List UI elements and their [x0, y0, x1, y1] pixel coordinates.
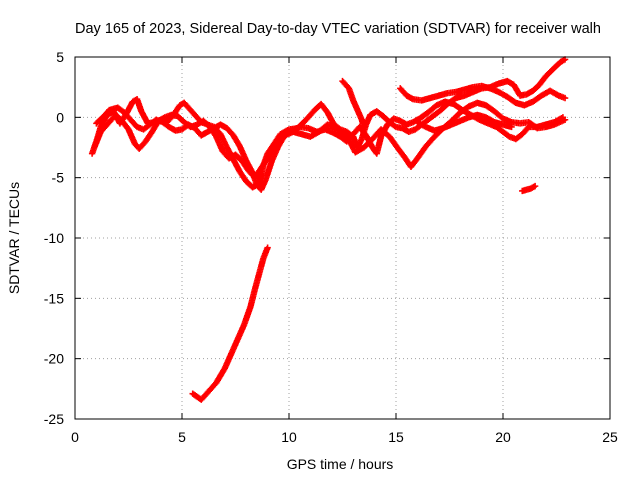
- x-tick-label: 15: [388, 429, 404, 445]
- chart-title: Day 165 of 2023, Sidereal Day-to-day VTE…: [75, 21, 601, 37]
- x-tick-label: 0: [71, 429, 79, 445]
- y-tick-label: -25: [44, 411, 64, 427]
- y-tick-label: 0: [56, 109, 64, 125]
- x-tick-label: 10: [281, 429, 297, 445]
- axis-ticks: 0 5 10 15 20 25 5 0 -5 -10 -15 -20 -25: [44, 49, 618, 445]
- data-point: [531, 182, 539, 190]
- y-axis-label: SDTVAR / TECUs: [6, 182, 22, 294]
- data-point: [561, 94, 569, 102]
- x-tick-label: 25: [602, 429, 618, 445]
- x-axis-label: GPS time / hours: [287, 456, 394, 472]
- series-track-f: [519, 182, 539, 195]
- grid: [75, 57, 610, 419]
- data-point: [264, 244, 271, 251]
- data-point: [561, 116, 569, 123]
- series-track-e: [189, 244, 271, 403]
- y-tick-label: -15: [44, 290, 64, 306]
- series-track-c: [93, 99, 569, 193]
- data-point: [508, 123, 515, 131]
- series-track-d: [339, 77, 569, 134]
- data-points: [88, 56, 569, 403]
- x-tick-label: 20: [495, 429, 511, 445]
- y-tick-label: -20: [44, 351, 64, 367]
- x-tick-label: 5: [178, 429, 186, 445]
- y-tick-label: -5: [52, 170, 65, 186]
- y-tick-label: -10: [44, 230, 64, 246]
- data-point: [360, 123, 368, 131]
- y-tick-label: 5: [56, 49, 64, 65]
